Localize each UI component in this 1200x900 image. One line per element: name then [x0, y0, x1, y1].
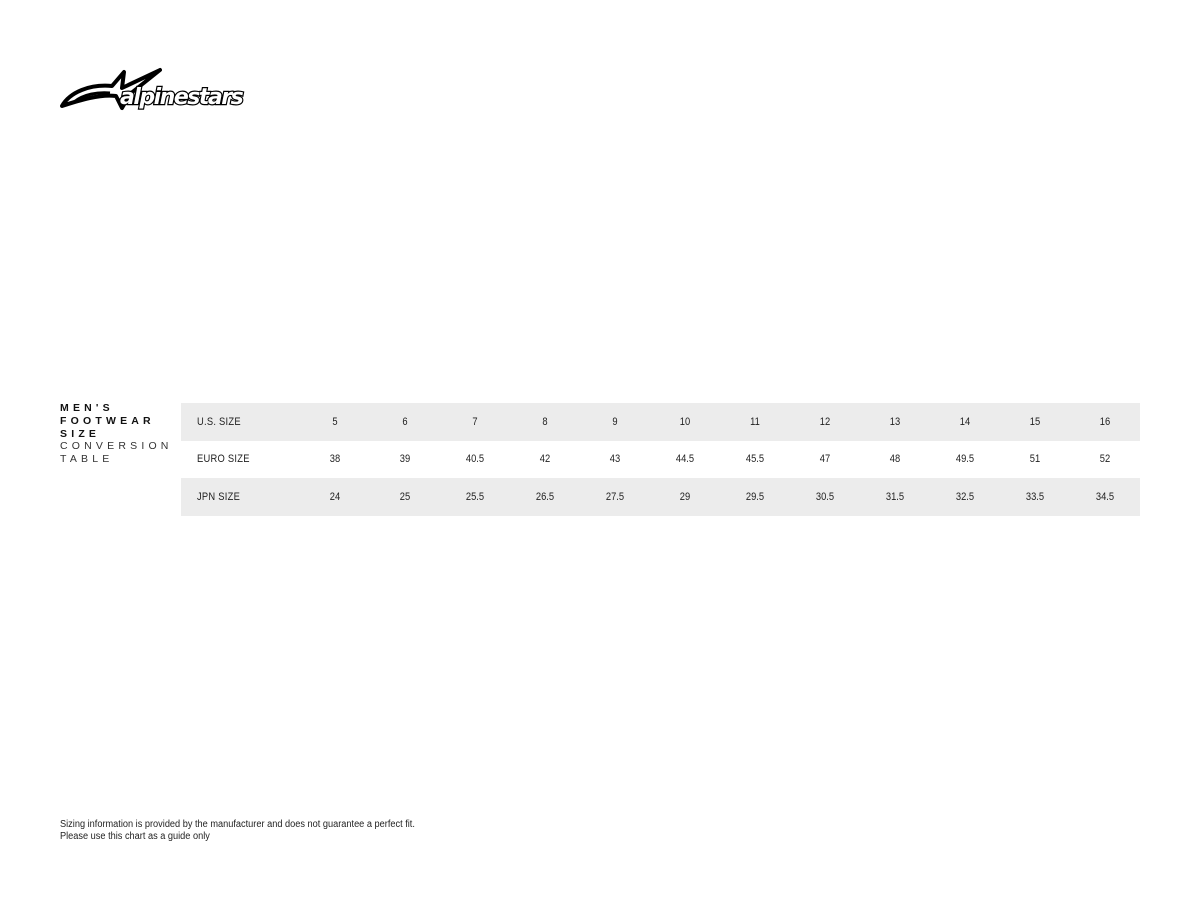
table-row: EURO SIZE 38 39 40.5 42 43 44.5 45.5 47 48 49.5 51 5… [181, 441, 1140, 479]
table-title: MEN'S FOOTWEAR SIZE CONVERSION TABLE [60, 402, 173, 466]
row-label: JPN SIZE [197, 490, 241, 503]
table-cell: 52 [1099, 453, 1111, 466]
table-cell: 11 [750, 415, 760, 428]
table-cell: 12 [819, 415, 831, 428]
table-cell: 33.5 [1025, 490, 1045, 503]
table-cell: 5 [332, 415, 338, 428]
row-label: U.S. SIZE [197, 415, 241, 428]
title-line: MEN'S [60, 402, 114, 414]
table-cell: 44.5 [675, 453, 695, 466]
table-cell: 25 [399, 490, 411, 503]
table-cell: 14 [959, 415, 971, 428]
table-cell: 51 [1029, 453, 1041, 466]
size-conversion-table: U.S. SIZE 5 6 7 8 9 10 11 12 13 14 15 16 EURO SIZE 38 3… [181, 403, 1140, 516]
table-cell: 39 [399, 453, 411, 466]
svg-text:alpinestars: alpinestars [120, 85, 244, 110]
table-cell: 48 [889, 453, 901, 466]
table-cell: 10 [679, 415, 691, 428]
title-line: SIZE [60, 427, 101, 440]
alpinestars-logo: alpinestars [60, 64, 265, 112]
table-row: U.S. SIZE 5 6 7 8 9 10 11 12 13 14 15 16 [181, 403, 1140, 441]
table-cell: 32.5 [955, 490, 975, 503]
table-cell: 38 [329, 453, 341, 466]
disclaimer-line: Please use this chart as a guide only [60, 831, 210, 842]
table-cell: 7 [472, 415, 478, 428]
table-cell: 26.5 [535, 490, 555, 503]
table-cell: 34.5 [1095, 490, 1115, 503]
table-cell: 13 [889, 415, 901, 428]
table-cell: 47 [819, 453, 831, 466]
table-cell: 15 [1029, 415, 1041, 428]
table-cell: 16 [1099, 415, 1111, 428]
table-cell: 29.5 [745, 490, 765, 503]
table-cell: 29 [679, 490, 691, 503]
table-cell: 30.5 [815, 490, 835, 503]
table-cell: 27.5 [605, 490, 625, 503]
table-cell: 24 [329, 490, 341, 503]
table-cell: 40.5 [465, 453, 485, 466]
table-row: JPN SIZE 24 25 25.5 26.5 27.5 29 29.5 30.5 31.5 32… [181, 478, 1140, 516]
table-cell: 49.5 [955, 453, 975, 466]
table-cell: 6 [402, 415, 408, 428]
table-cell: 31.5 [885, 490, 905, 503]
table-cell: 8 [542, 415, 548, 428]
title-line: TABLE [60, 453, 114, 466]
table-cell: 45.5 [745, 453, 765, 466]
table-cell: 42 [539, 453, 551, 466]
table-cell: 25.5 [465, 490, 485, 503]
title-line: CONVERSION [60, 440, 173, 453]
table-cell: 43 [609, 453, 621, 466]
disclaimer: Sizing information is provided by the ma… [60, 819, 415, 843]
disclaimer-line: Sizing information is provided by the ma… [60, 819, 415, 830]
row-label: EURO SIZE [197, 453, 250, 466]
title-line: FOOTWEAR [60, 414, 155, 427]
table-cell: 9 [612, 415, 618, 428]
